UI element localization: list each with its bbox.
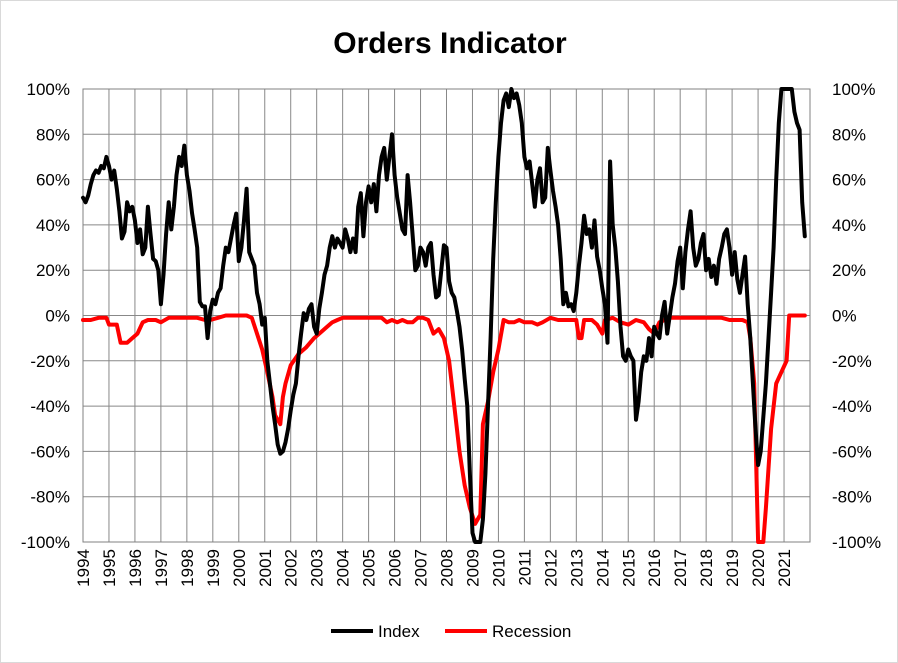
series-line-recession	[81, 313, 807, 544]
legend: Index Recession	[331, 622, 571, 641]
y-tick-label-left: 0%	[45, 307, 70, 326]
plot-area-border	[82, 88, 811, 543]
x-tick-label: 2004	[334, 549, 353, 587]
x-tick-label: 2008	[438, 549, 457, 587]
x-tick-label: 2018	[697, 549, 716, 587]
y-tick-label-left: -80%	[30, 488, 70, 507]
x-tick-label: 2000	[230, 549, 249, 587]
y-tick-label-right: -100%	[832, 533, 881, 552]
x-tick-label: 1995	[100, 549, 119, 587]
y-tick-label-right: -80%	[832, 488, 872, 507]
y-tick-label-left: -60%	[30, 442, 70, 461]
y-tick-label-left: 20%	[36, 261, 70, 280]
y-axis-right: 100% 80% 60% 40% 20% 0% -20% -40% -60% -80% -100%	[832, 80, 881, 552]
x-tick-label: 2016	[645, 549, 664, 587]
y-tick-label-left: -100%	[21, 533, 70, 552]
x-tick-label: 2006	[386, 549, 405, 587]
x-tick-label: 2005	[360, 549, 379, 587]
x-tick-label: 2009	[463, 549, 482, 587]
y-tick-label-right: -60%	[832, 442, 872, 461]
x-tick-label: 1999	[204, 549, 223, 587]
x-tick-label: 1994	[74, 549, 93, 587]
y-axis-left: 100% 80% 60% 40% 20% 0% -20% -40% -60% -80% -100%	[21, 80, 70, 552]
y-tick-label-right: 40%	[832, 216, 866, 235]
x-tick-label: 2001	[256, 549, 275, 587]
legend-index-label: Index	[378, 622, 420, 641]
x-tick-label: 1997	[152, 549, 171, 587]
chart-title: Orders Indicator	[333, 27, 567, 60]
y-tick-label-right: 80%	[832, 125, 866, 144]
y-tick-label-right: -20%	[832, 352, 872, 371]
y-tick-label-right: 100%	[832, 80, 875, 99]
y-tick-label-left: 80%	[36, 125, 70, 144]
x-tick-label: 1998	[178, 549, 197, 587]
x-tick-label: 2003	[308, 549, 327, 587]
x-tick-label: 2020	[749, 549, 768, 587]
x-tick-label: 2012	[541, 549, 560, 587]
y-tick-label-left: -40%	[30, 397, 70, 416]
y-tick-label-right: 0%	[832, 307, 857, 326]
x-tick-label: 2010	[489, 549, 508, 587]
x-tick-label: 2002	[282, 549, 301, 587]
x-tick-label: 2019	[723, 549, 742, 587]
legend-recession-label: Recession	[492, 622, 571, 641]
x-tick-label: 2013	[567, 549, 586, 587]
series-lines	[81, 87, 807, 544]
y-tick-label-right: -40%	[832, 397, 872, 416]
x-tick-label: 2021	[775, 549, 794, 587]
series-line-index	[81, 87, 807, 544]
x-tick-label: 2015	[619, 549, 638, 587]
y-tick-label-left: 40%	[36, 216, 70, 235]
x-axis: 1994 1995 1996 1997 1998 1999 2000 2001 2002 2003…	[74, 549, 794, 587]
y-tick-label-left: 60%	[36, 171, 70, 190]
x-tick-label: 2017	[671, 549, 690, 587]
x-tick-label: 2007	[412, 549, 431, 587]
x-tick-label: 1996	[126, 549, 145, 587]
y-tick-label-right: 20%	[832, 261, 866, 280]
y-tick-label-left: 100%	[27, 80, 70, 99]
y-tick-label-right: 60%	[832, 171, 866, 190]
y-tick-label-left: -20%	[30, 352, 70, 371]
grid	[82, 88, 810, 543]
x-tick-label: 2014	[593, 549, 612, 587]
x-tick-label: 2011	[515, 549, 534, 586]
